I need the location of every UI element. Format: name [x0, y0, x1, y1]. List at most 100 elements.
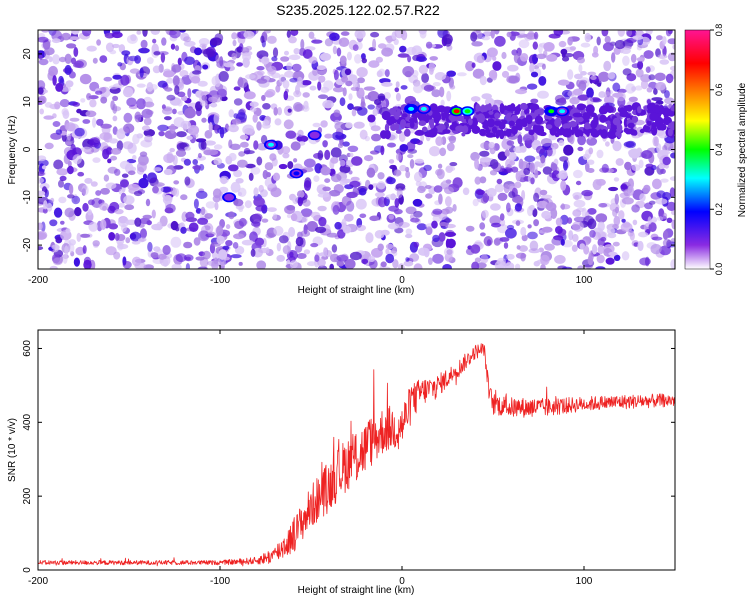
heatmap-cell [346, 51, 352, 61]
heatmap-cell [398, 221, 410, 228]
heatmap-cell [278, 163, 288, 170]
heatmap-cell [123, 112, 133, 123]
heatmap-cell [660, 168, 666, 174]
heatmap-cell [595, 213, 608, 223]
heatmap-cell [347, 145, 359, 152]
heatmap-cell [185, 217, 198, 223]
heatmap-cell [87, 199, 95, 206]
heatmap-cell [366, 167, 376, 178]
snr-y-ticks: 0 200 400 600 [22, 340, 675, 573]
heatmap-cell [41, 30, 50, 33]
heatmap-cell [394, 198, 400, 208]
heatmap-cell [646, 87, 653, 93]
heatmap-cell [637, 106, 642, 114]
heatmap-cell [346, 191, 358, 199]
heatmap-cell [574, 129, 584, 137]
heatmap-cell [358, 187, 367, 196]
heatmap-cell [582, 153, 590, 161]
heatmap-cell [350, 176, 360, 182]
heatmap-cell [482, 193, 490, 203]
heatmap-cell [573, 199, 586, 208]
heatmap-cell [285, 130, 297, 139]
heatmap-cell [122, 141, 134, 150]
heatmap-cell [490, 30, 495, 39]
heatmap-cell [446, 238, 456, 249]
heatmap-cell [664, 90, 670, 99]
heatmap-cell [429, 66, 434, 75]
heatmap-cell [551, 236, 563, 246]
heatmap-cell [41, 165, 47, 170]
heatmap-cell [423, 164, 432, 172]
heatmap-cell [496, 178, 503, 185]
heatmap-cell [515, 88, 527, 95]
heatmap-cell [671, 219, 675, 230]
heatmap-cell [500, 218, 506, 227]
y-tick-label: 0 [22, 146, 33, 152]
heatmap-cell [554, 117, 562, 128]
heatmap-cell [386, 36, 393, 44]
heatmap-cell [340, 31, 350, 36]
heatmap-cell [624, 161, 632, 171]
heatmap-cell [612, 117, 621, 126]
heatmap-cell [140, 39, 148, 49]
heatmap-cell [114, 232, 120, 241]
x-tick-label: 0 [399, 275, 405, 286]
heatmap-cell [558, 40, 567, 48]
heatmap-cell [649, 112, 659, 121]
heatmap-cell [260, 35, 265, 44]
heatmap-cell [291, 63, 302, 72]
heatmap-cell [120, 74, 130, 86]
heatmap-cell [322, 100, 334, 109]
heatmap-cell [184, 176, 191, 186]
heatmap-cell [590, 120, 598, 129]
y-tick-label: -10 [22, 190, 33, 205]
heatmap-cell [560, 238, 565, 246]
heatmap-cell [317, 258, 326, 267]
heatmap-cell [476, 113, 486, 124]
heatmap-cell [442, 129, 451, 134]
heatmap-cell [551, 170, 561, 182]
heatmap-cell [539, 131, 547, 137]
heatmap-cell [635, 68, 644, 78]
heatmap-cell [49, 265, 58, 269]
heatmap-cell [172, 75, 180, 86]
heatmap-cell [446, 70, 457, 77]
heatmap-cell [179, 30, 186, 33]
heatmap-cell [100, 123, 112, 129]
heatmap-cell [485, 132, 495, 138]
heatmap-cell [100, 219, 107, 231]
heatmap-cell [330, 156, 339, 164]
heatmap-cell [595, 178, 606, 186]
heatmap-cell [170, 220, 179, 231]
heatmap-cell [598, 203, 608, 208]
heatmap-cell [405, 170, 411, 179]
heatmap-cell [616, 91, 626, 102]
heatmap-cell [651, 236, 663, 241]
heatmap-cell [445, 166, 456, 172]
heatmap-cell [510, 103, 516, 111]
heatmap-cell [501, 51, 507, 60]
heatmap-cell [105, 42, 115, 53]
heatmap-cell [409, 253, 420, 262]
heatmap-cell [530, 71, 539, 78]
heatmap-cell [240, 141, 249, 148]
heatmap-cell [238, 217, 247, 227]
heatmap-cell [574, 73, 583, 80]
heatmap-cell [656, 35, 663, 41]
heatmap-cell [200, 99, 208, 107]
heatmap-cell [204, 213, 213, 219]
heatmap-cell [66, 43, 77, 49]
heatmap-cell [359, 213, 367, 219]
heatmap-cell [163, 168, 173, 176]
heatmap-cell [387, 223, 400, 230]
heatmap-cell [152, 38, 157, 44]
heatmap-cell [318, 216, 327, 227]
heatmap-cell [577, 94, 590, 101]
heatmap-cell [317, 94, 329, 99]
heatmap-cell [356, 67, 368, 78]
heatmap-cell [667, 38, 675, 45]
heatmap-cell [439, 147, 447, 157]
heatmap-cell [656, 216, 664, 221]
heatmap-cell [577, 135, 586, 146]
